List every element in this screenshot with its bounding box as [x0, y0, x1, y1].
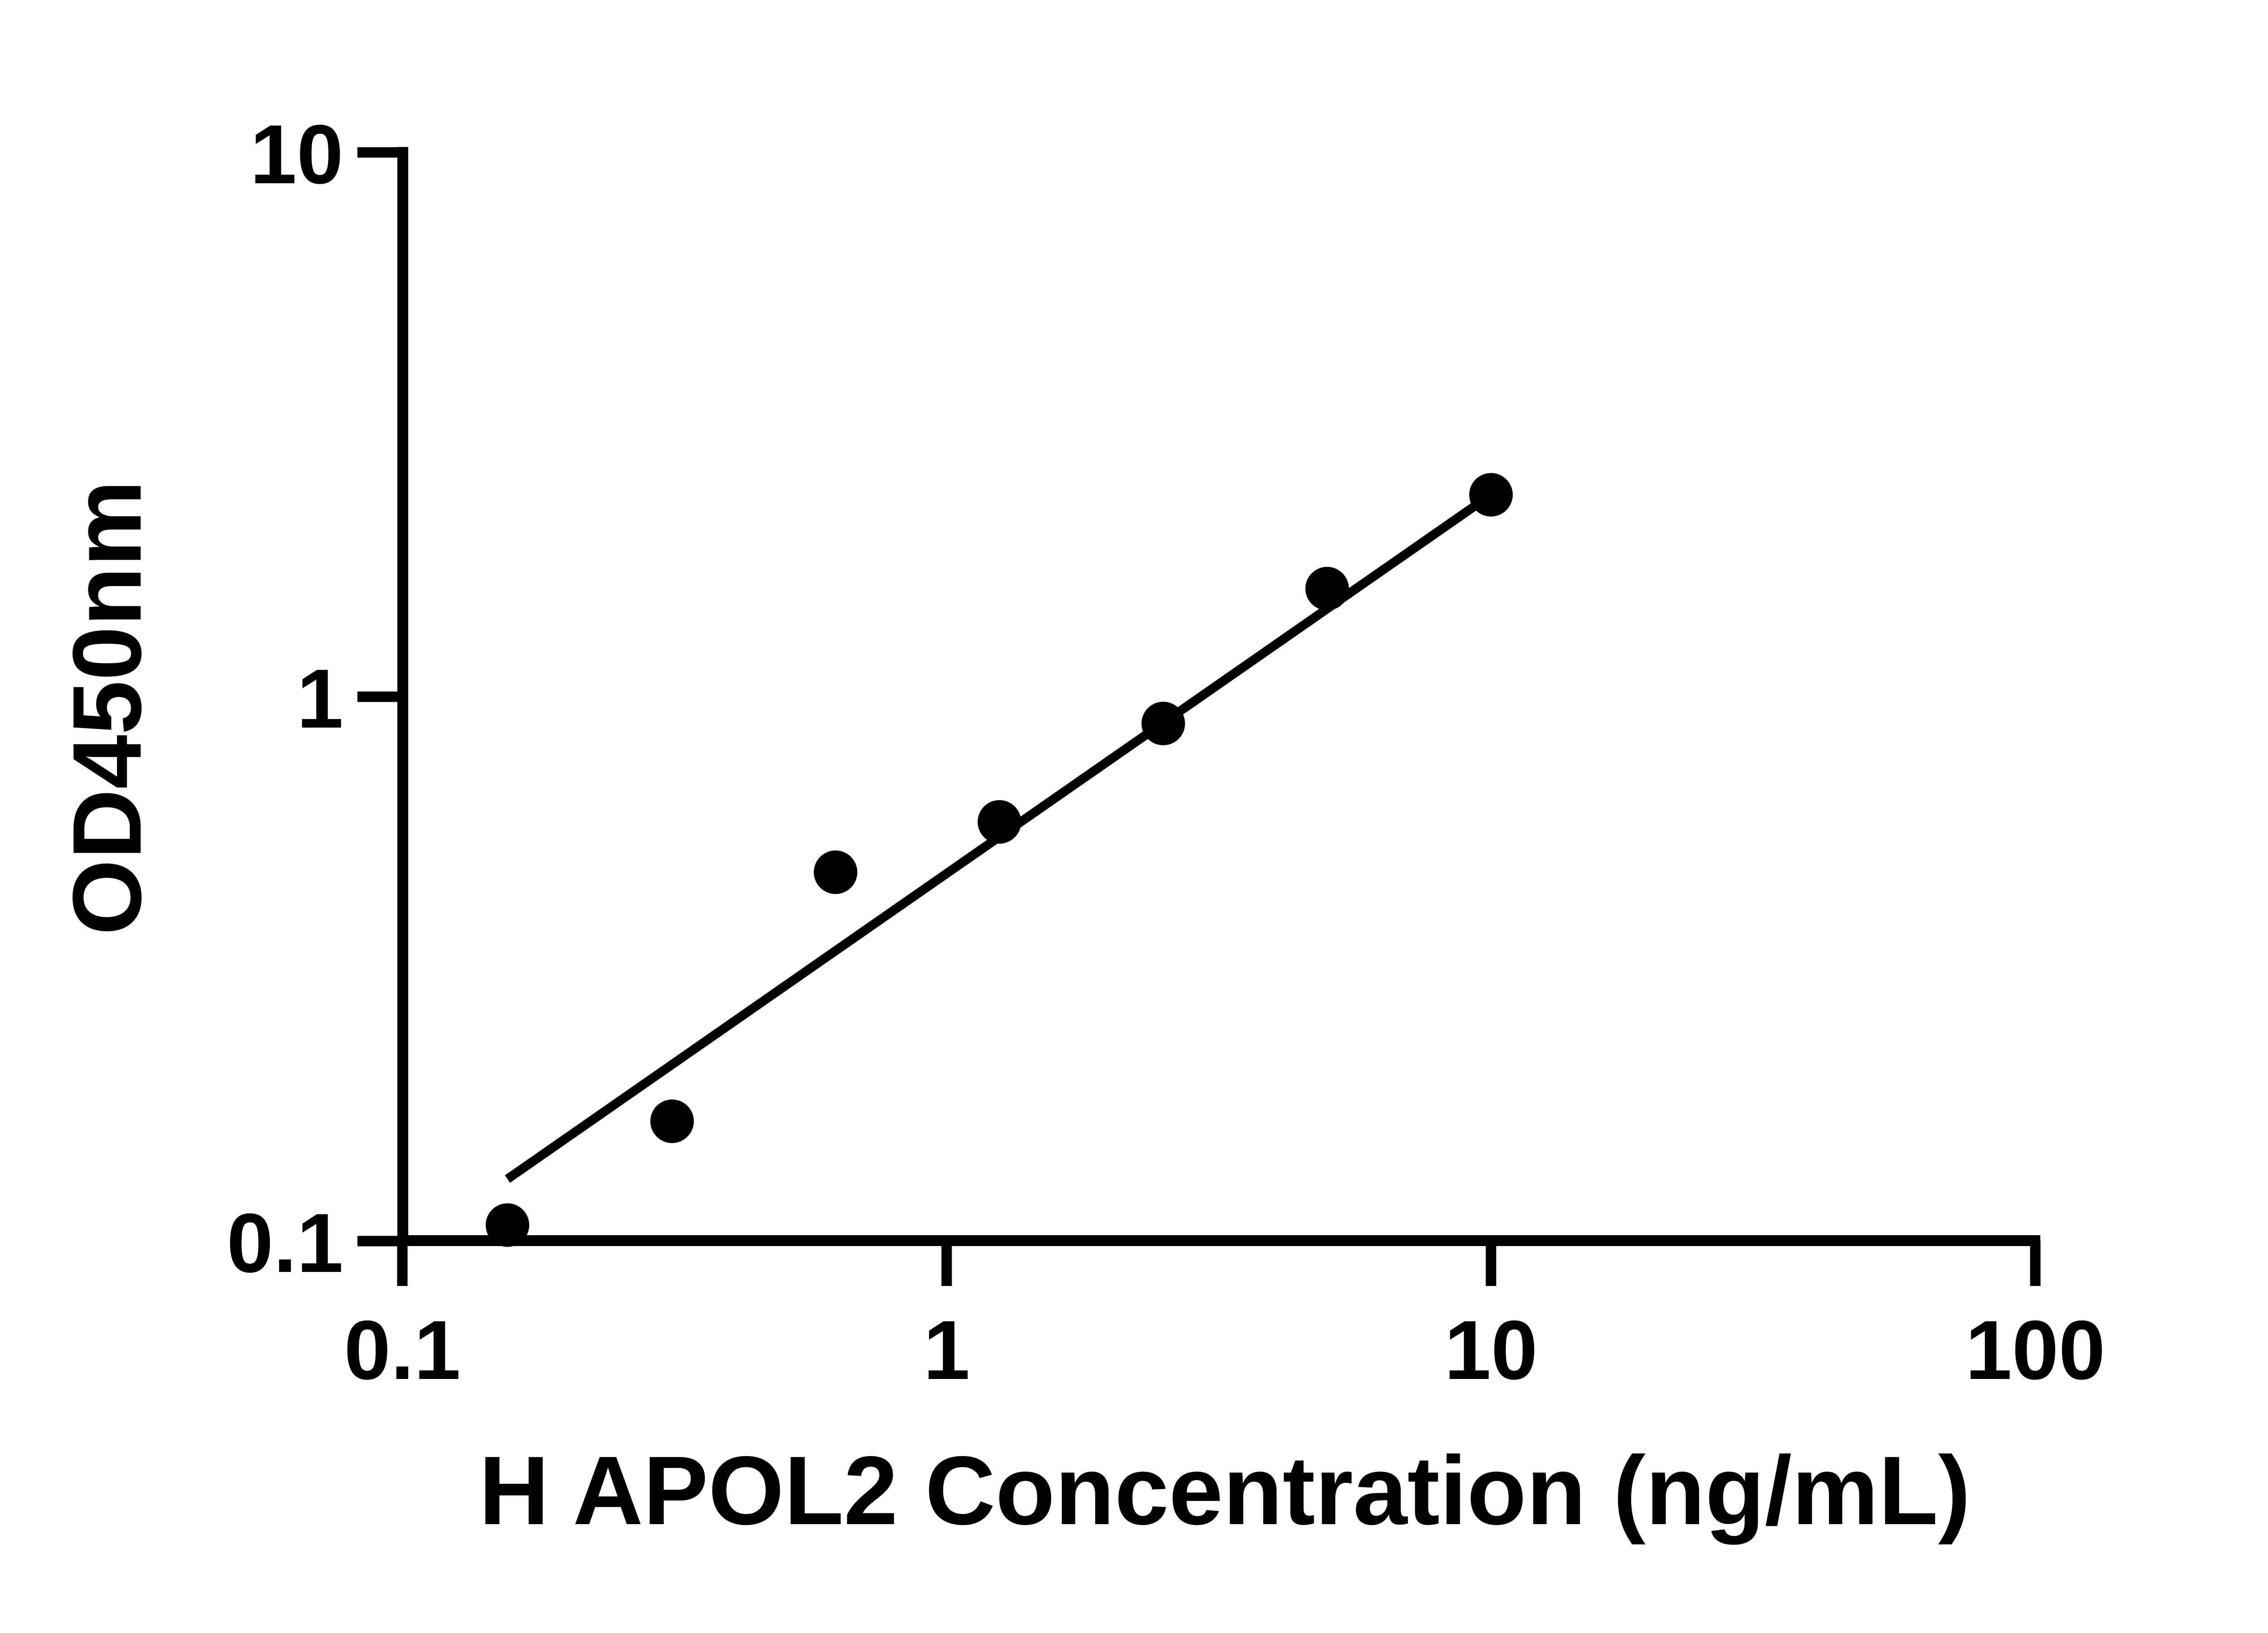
data-point [1469, 473, 1513, 517]
x-tick-label: 10 [1444, 1304, 1538, 1397]
data-point [485, 1203, 529, 1247]
data-point [1141, 701, 1185, 745]
data-point [978, 800, 1022, 844]
data-point [650, 1099, 694, 1143]
y-tick-label: 10 [250, 108, 343, 201]
data-point [814, 850, 858, 894]
y-tick-label: 1 [297, 652, 343, 746]
x-tick-label: 0.1 [344, 1304, 460, 1397]
x-tick-label: 1 [924, 1304, 970, 1397]
x-tick-label: 100 [1965, 1304, 2106, 1397]
x-axis-title: H APOL2 Concentration (ng/mL) [479, 1436, 1971, 1545]
y-axis-title: OD450nm [52, 480, 161, 935]
data-point [1305, 567, 1349, 611]
y-tick-label: 0.1 [227, 1197, 343, 1290]
